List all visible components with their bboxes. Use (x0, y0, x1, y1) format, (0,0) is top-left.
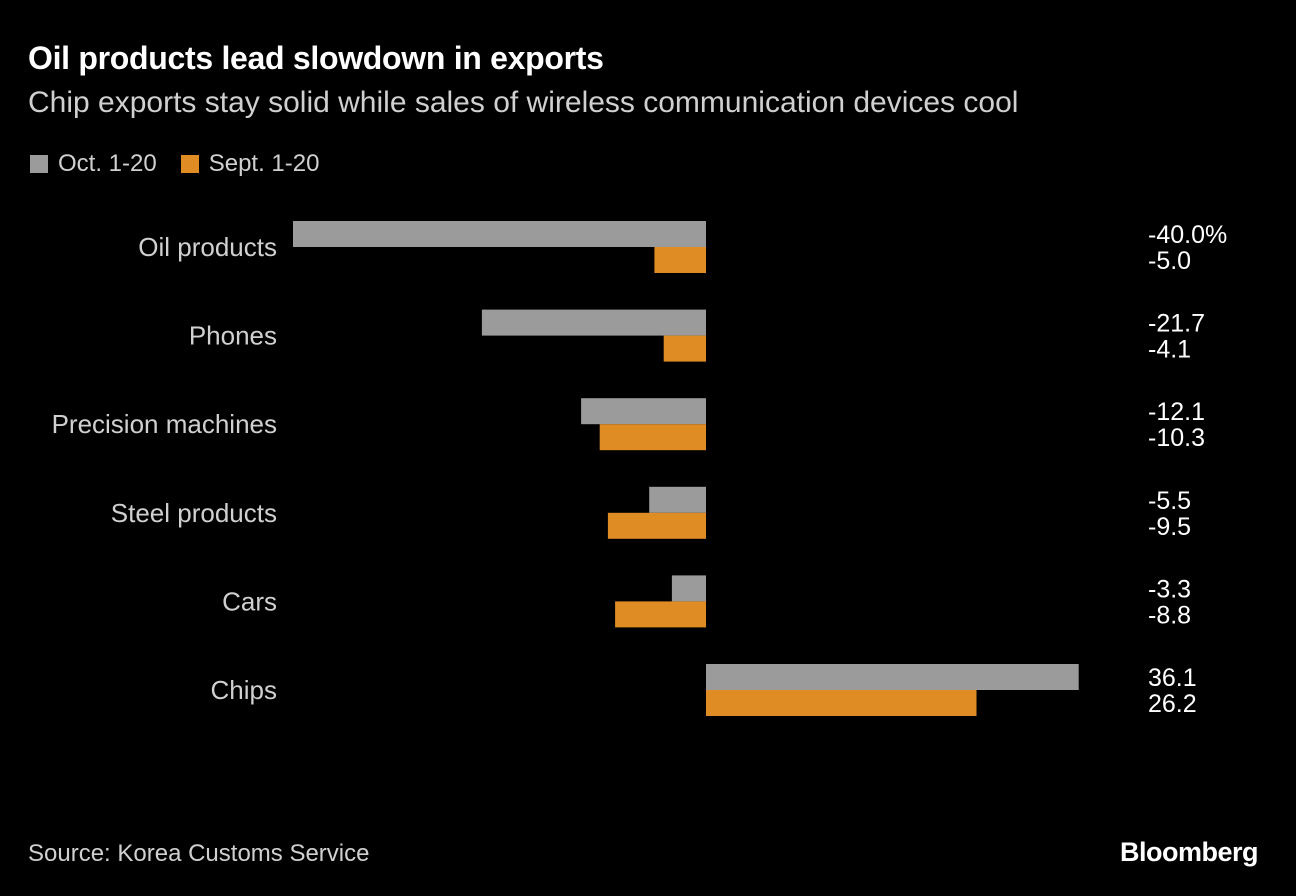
legend-label-oct: Oct. 1-20 (58, 150, 157, 177)
bloomberg-logo: Bloomberg (1119, 837, 1259, 867)
value-label-sept: -5.0 (1148, 247, 1191, 275)
category-label: Precision machines (52, 409, 277, 439)
bar-oct (706, 664, 1079, 690)
value-label-oct: -3.3 (1148, 575, 1191, 603)
value-label-sept: -9.5 (1148, 513, 1191, 541)
category-label: Chips (211, 675, 277, 705)
value-label-oct: -12.1 (1148, 398, 1205, 426)
value-label-sept: -10.3 (1148, 424, 1205, 452)
value-label-sept: -8.8 (1148, 601, 1191, 629)
bar-sept (599, 424, 706, 451)
legend-item-oct: Oct. 1-20 (30, 150, 157, 178)
category-label: Oil products (138, 232, 277, 262)
category-label: Phones (189, 321, 277, 351)
chart-title: Oil products lead slowdown in exports (28, 40, 604, 76)
bar-oct (293, 221, 706, 247)
legend-label-sept: Sept. 1-20 (208, 150, 320, 177)
bar-sept (706, 690, 977, 716)
bar-oct (481, 309, 706, 336)
legend: Oct. 1-20 Sept. 1-20 (30, 150, 343, 178)
value-label-oct: -40.0% (1148, 221, 1227, 249)
value-label-sept: 26.2 (1148, 690, 1197, 718)
legend-item-sept: Sept. 1-20 (180, 150, 320, 178)
bar-oct (649, 486, 706, 513)
bar-sept (615, 601, 706, 628)
bar-sept (607, 512, 706, 539)
bar-oct (581, 398, 706, 425)
category-label: Steel products (111, 498, 277, 528)
legend-swatch-oct (30, 155, 48, 173)
source-note: Source: Korea Customs Service (28, 840, 370, 867)
chart-subtitle: Chip exports stay solid while sales of w… (28, 86, 1019, 119)
category-label: Cars (222, 586, 277, 616)
value-label-oct: 36.1 (1148, 664, 1197, 692)
bar-sept (654, 247, 706, 273)
value-label-oct: -21.7 (1148, 310, 1205, 338)
bar-sept (663, 335, 706, 362)
value-label-oct: -5.5 (1148, 487, 1191, 515)
value-label-sept: -4.1 (1148, 336, 1191, 364)
bar-oct (671, 575, 706, 602)
legend-swatch-sept (180, 155, 199, 173)
